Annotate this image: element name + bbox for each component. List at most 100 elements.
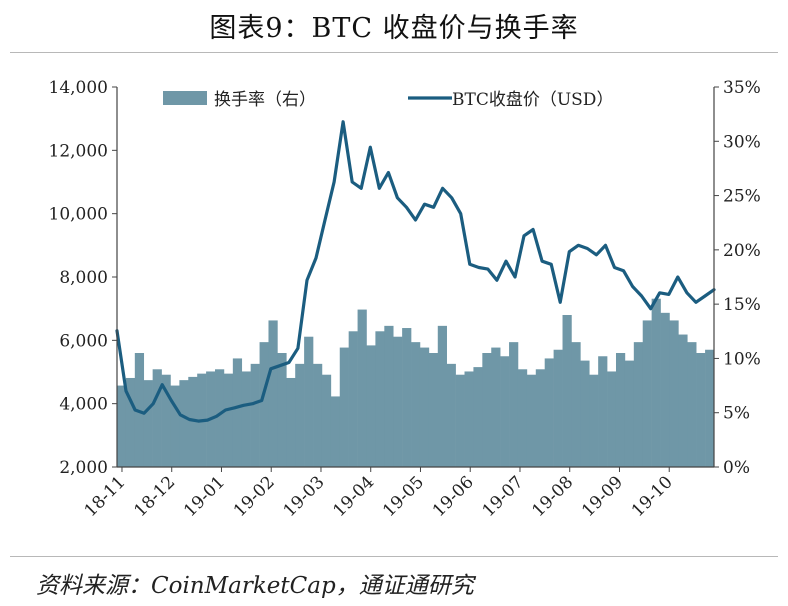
price-line (115, 120, 716, 423)
turnover-bar (411, 342, 421, 467)
turnover-bar (330, 396, 341, 467)
turnover-bar (696, 353, 706, 467)
turnover-bar (580, 360, 590, 467)
turnover-bar (437, 325, 447, 467)
x-tick-label: 19-09 (578, 472, 627, 521)
turnover-bar (589, 374, 599, 467)
turnover-bar (259, 342, 269, 467)
left-tick-label: 10,000 (49, 205, 108, 225)
turnover-bar (357, 309, 367, 467)
turnover-bar (535, 369, 545, 467)
turnover-bar (161, 374, 171, 467)
right-tick-label: 0% (723, 458, 750, 478)
right-tick-label: 5% (723, 404, 750, 424)
x-tick-label: 19-08 (528, 472, 577, 521)
legend: 换手率（右） BTC收盘价（USD） (163, 90, 613, 110)
turnover-bar (624, 360, 635, 467)
right-tick-label: 15% (723, 295, 761, 315)
x-tick-label: 19-06 (429, 472, 478, 521)
right-tick-label: 25% (723, 187, 761, 207)
x-tick-label: 18-12 (130, 472, 179, 521)
turnover-bar (232, 358, 243, 467)
x-tick-label: 19-03 (280, 472, 329, 521)
turnover-bar (277, 353, 287, 467)
turnover-bar (669, 320, 679, 467)
right-tick-label: 30% (723, 132, 761, 152)
x-tick-label: 18-11 (81, 472, 130, 521)
turnover-bar (419, 347, 430, 467)
turnover-bar (571, 342, 581, 467)
turnover-bar (384, 325, 394, 467)
turnover-bar (223, 373, 234, 467)
turnover-bar (286, 377, 296, 467)
x-tick-label: 19-10 (628, 472, 677, 521)
left-tick-label: 2,000 (59, 458, 108, 478)
turnover-bar (117, 385, 127, 467)
legend-turnover-swatch (163, 91, 207, 105)
x-tick-label: 19-04 (329, 472, 378, 521)
turnover-bar (268, 320, 278, 467)
turnover-bar (482, 353, 492, 467)
turnover-bar (402, 328, 412, 467)
left-tick-label: 12,000 (49, 141, 108, 161)
legend-turnover-label: 换手率（右） (214, 90, 316, 110)
turnover-bar (509, 342, 519, 467)
turnover-bar (250, 363, 260, 467)
turnover-bar (393, 336, 403, 467)
turnover-bar (321, 374, 332, 467)
turnover-bar (615, 353, 626, 467)
left-tick-label: 8,000 (59, 268, 108, 288)
turnover-bar (375, 331, 385, 467)
turnover-bar (651, 298, 661, 467)
x-tick-label: 19-02 (230, 472, 279, 521)
chart-area: 2,000 4,000 6,000 8,000 10,000 12,000 14,000 0%… (49, 78, 761, 521)
turnover-bar (188, 376, 198, 467)
turnover-bar (491, 347, 501, 467)
turnover-bar (152, 369, 162, 467)
turnover-bar (562, 315, 572, 467)
turnover-bar (678, 334, 688, 467)
turnover-bar (526, 374, 537, 467)
source-divider (10, 556, 778, 557)
chart-title: 图表9：BTC 收盘价与换手率 (209, 13, 579, 44)
turnover-bar (304, 336, 314, 467)
turnover-bar (517, 369, 528, 467)
turnover-bar (660, 312, 670, 467)
turnover-bar (313, 363, 323, 467)
left-tick-label: 6,000 (59, 331, 108, 351)
turnover-bars (117, 298, 715, 467)
turnover-bar (366, 345, 376, 467)
turnover-bar (143, 380, 153, 467)
turnover-bar (170, 385, 180, 467)
turnover-bar (455, 374, 465, 467)
turnover-bar (215, 369, 225, 467)
source-note: 资料来源：CoinMarketCap，通证通研究 (36, 573, 474, 599)
turnover-bar (428, 353, 439, 467)
x-tick-label: 19-05 (379, 472, 428, 521)
turnover-bar (598, 356, 608, 467)
left-tick-label: 14,000 (49, 78, 108, 98)
x-tick-label: 19-01 (180, 472, 229, 521)
turnover-bar (607, 371, 617, 467)
turnover-bar (295, 363, 305, 467)
right-tick-label: 10% (723, 349, 761, 369)
left-tick-label: 4,000 (59, 395, 108, 415)
turnover-bar (464, 371, 474, 467)
legend-price-label: BTC收盘价（USD） (452, 90, 613, 110)
turnover-bar (687, 342, 697, 467)
turnover-bar (553, 349, 563, 467)
turnover-bar (633, 342, 644, 467)
right-tick-label: 20% (723, 241, 761, 261)
turnover-bar (473, 367, 483, 467)
x-tick-label: 19-07 (479, 472, 528, 521)
turnover-bar (705, 349, 715, 467)
turnover-bar (339, 347, 349, 467)
turnover-bar (544, 358, 554, 467)
right-tick-label: 35% (723, 78, 761, 98)
turnover-bar (125, 377, 136, 467)
turnover-bar (179, 380, 189, 467)
turnover-bar (348, 331, 358, 467)
turnover-bar (241, 371, 251, 467)
title-divider (10, 52, 778, 53)
turnover-bar (446, 363, 456, 467)
